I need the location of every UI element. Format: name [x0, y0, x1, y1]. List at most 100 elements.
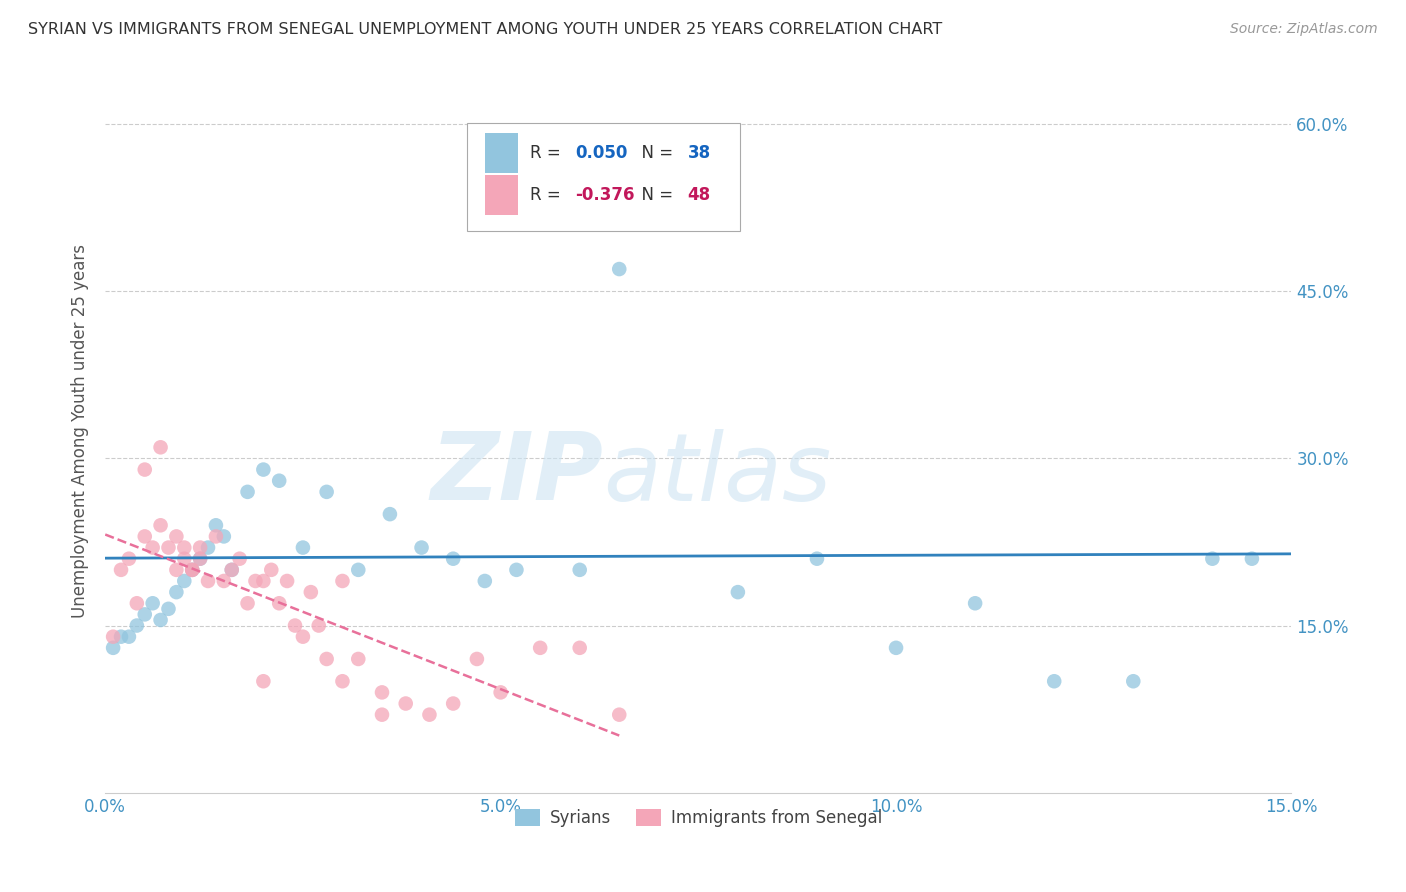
Point	[332, 674, 354, 689]
Point	[291, 630, 314, 644]
Point	[212, 574, 235, 588]
Point	[252, 574, 274, 588]
Point	[149, 440, 172, 454]
Point	[418, 707, 440, 722]
Point	[607, 707, 630, 722]
Text: atlas: atlas	[603, 428, 832, 519]
Point	[299, 585, 322, 599]
Point	[371, 685, 394, 699]
Point	[236, 596, 259, 610]
Point	[441, 697, 464, 711]
Point	[965, 596, 987, 610]
Point	[110, 563, 132, 577]
Point	[276, 574, 298, 588]
Point	[252, 462, 274, 476]
Point	[607, 262, 630, 277]
Point	[188, 551, 211, 566]
Point	[149, 613, 172, 627]
Point	[173, 541, 195, 555]
FancyBboxPatch shape	[467, 123, 740, 231]
Point	[212, 529, 235, 543]
Point	[110, 630, 132, 644]
Point	[1201, 551, 1223, 566]
Point	[441, 551, 464, 566]
Point	[474, 574, 496, 588]
Point	[197, 541, 219, 555]
Point	[181, 563, 204, 577]
Point	[101, 630, 124, 644]
Point	[181, 563, 204, 577]
Point	[529, 640, 551, 655]
Point	[648, 139, 671, 153]
Point	[188, 551, 211, 566]
Point	[173, 574, 195, 588]
Point	[134, 607, 156, 622]
Point	[165, 563, 187, 577]
Point	[568, 640, 591, 655]
Point	[1240, 551, 1263, 566]
Point	[221, 563, 243, 577]
Point	[395, 697, 418, 711]
Point	[332, 574, 354, 588]
Point	[188, 541, 211, 555]
Point	[347, 652, 370, 666]
Text: ZIP: ZIP	[430, 428, 603, 520]
Point	[157, 541, 180, 555]
Point	[236, 484, 259, 499]
Point	[205, 518, 228, 533]
Point	[269, 596, 291, 610]
Point	[505, 563, 527, 577]
Text: Source: ZipAtlas.com: Source: ZipAtlas.com	[1230, 22, 1378, 37]
Text: R =: R =	[530, 186, 565, 204]
Text: SYRIAN VS IMMIGRANTS FROM SENEGAL UNEMPLOYMENT AMONG YOUTH UNDER 25 YEARS CORREL: SYRIAN VS IMMIGRANTS FROM SENEGAL UNEMPL…	[28, 22, 942, 37]
Point	[291, 541, 314, 555]
Point	[197, 574, 219, 588]
Text: 48: 48	[688, 186, 711, 204]
Point	[411, 541, 433, 555]
Point	[221, 563, 243, 577]
Point	[1122, 674, 1144, 689]
Point	[378, 507, 401, 521]
Point	[269, 474, 291, 488]
Text: N =: N =	[631, 144, 678, 161]
Point	[315, 652, 337, 666]
Point	[1043, 674, 1066, 689]
Point	[118, 551, 141, 566]
Point	[884, 640, 907, 655]
Point	[142, 596, 165, 610]
Point	[205, 529, 228, 543]
Point	[252, 674, 274, 689]
Text: R =: R =	[530, 144, 565, 161]
Y-axis label: Unemployment Among Youth under 25 years: Unemployment Among Youth under 25 years	[72, 244, 89, 617]
Point	[465, 652, 488, 666]
Point	[165, 529, 187, 543]
Point	[315, 484, 337, 499]
Point	[181, 563, 204, 577]
Text: N =: N =	[631, 186, 678, 204]
Text: -0.376: -0.376	[575, 186, 634, 204]
Point	[347, 563, 370, 577]
Point	[727, 585, 749, 599]
Text: 38: 38	[688, 144, 711, 161]
Point	[371, 707, 394, 722]
Point	[228, 551, 250, 566]
Point	[489, 685, 512, 699]
Point	[284, 618, 307, 632]
Point	[134, 529, 156, 543]
FancyBboxPatch shape	[485, 133, 517, 173]
Text: 0.050: 0.050	[575, 144, 627, 161]
Point	[308, 618, 330, 632]
Point	[806, 551, 828, 566]
Point	[568, 563, 591, 577]
Point	[157, 602, 180, 616]
Point	[149, 518, 172, 533]
Point	[173, 551, 195, 566]
FancyBboxPatch shape	[485, 175, 517, 215]
Point	[142, 541, 165, 555]
Point	[260, 563, 283, 577]
Point	[125, 596, 148, 610]
Point	[118, 630, 141, 644]
Point	[125, 618, 148, 632]
Point	[101, 640, 124, 655]
Legend: Syrians, Immigrants from Senegal: Syrians, Immigrants from Senegal	[506, 800, 890, 835]
